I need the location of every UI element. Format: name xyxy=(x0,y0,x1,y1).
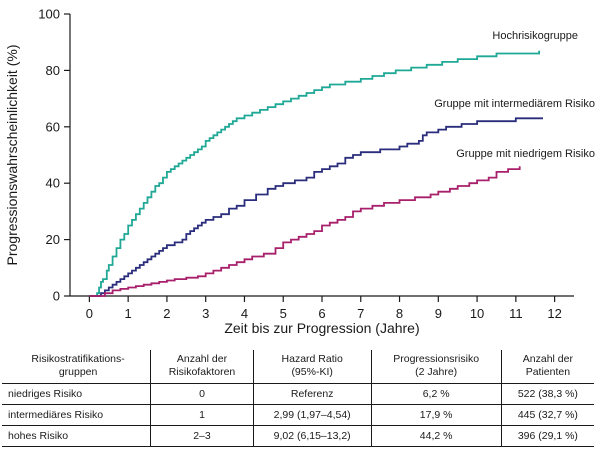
cell-risk-factors: 0 xyxy=(150,383,254,405)
y-tick-label: 100 xyxy=(38,7,60,22)
y-tick-label: 0 xyxy=(53,289,60,304)
table-row: niedriges Risiko 0 Referenz 6,2 % 522 (3… xyxy=(2,383,594,405)
cell-progression-risk: 17,9 % xyxy=(370,404,502,426)
series-lines xyxy=(89,50,543,297)
y-tick-label: 80 xyxy=(46,63,60,78)
y-tick-label: 60 xyxy=(46,119,60,134)
header-risk-group: Risikostratifikations-gruppen xyxy=(2,350,151,384)
y-tick-label: 40 xyxy=(46,176,60,191)
series-label: Gruppe mit intermediärem Risiko xyxy=(434,98,595,110)
cell-patient-count: 445 (32,7 %) xyxy=(500,404,594,426)
x-tick-label: 2 xyxy=(163,306,170,321)
x-tick-label: 5 xyxy=(280,306,287,321)
series-line xyxy=(89,117,543,297)
y-ticks: 0 20 40 60 80 100 xyxy=(38,7,70,304)
cell-patient-count: 522 (38,3 %) xyxy=(500,383,594,405)
x-tick-label: 0 xyxy=(86,306,93,321)
header-risk-factors: Anzahl der Risikofaktoren xyxy=(150,350,254,384)
cell-progression-risk: 6,2 % xyxy=(370,383,502,405)
cell-hazard-ratio: Referenz xyxy=(252,383,372,405)
series-label: Gruppe mit niedrigem Risiko xyxy=(456,148,595,160)
x-axis-title: Zeit bis zur Progression (Jahre) xyxy=(224,320,419,336)
series-line xyxy=(89,166,521,297)
cell-progression-risk: 44,2 % xyxy=(370,425,502,447)
cell-risk-factors: 1 xyxy=(150,404,254,426)
x-ticks: 0 1 2 3 4 5 6 7 8 9 10 11 12 xyxy=(86,296,562,321)
series-labels: Hochrisikogruppe Gruppe mit intermediärem… xyxy=(434,30,595,160)
x-tick-label: 11 xyxy=(509,306,523,321)
x-tick-label: 9 xyxy=(435,306,442,321)
x-tick-label: 12 xyxy=(547,306,561,321)
table-row: intermediäres Risiko 1 2,99 (1,97–4,54) … xyxy=(2,404,594,426)
header-hazard-ratio: Hazard Ratio (95%-KI) xyxy=(252,350,372,384)
series-line xyxy=(89,50,540,297)
x-tick-label: 10 xyxy=(470,306,484,321)
series-label: Hochrisikogruppe xyxy=(492,30,578,42)
risk-table: Risikostratifikations-gruppen Anzahl der… xyxy=(2,350,594,447)
table-header-row: Risikostratifikations-gruppen Anzahl der… xyxy=(2,350,594,384)
y-axis-title: Progressionswahrscheinlichkeit (%) xyxy=(4,45,20,266)
table-row: hohes Risiko 2–3 9,02 (6,15–13,2) 44,2 %… xyxy=(2,425,594,447)
cell-hazard-ratio: 9,02 (6,15–13,2) xyxy=(252,425,372,447)
cell-risk-group: hohes Risiko xyxy=(2,425,151,447)
cell-hazard-ratio: 2,99 (1,97–4,54) xyxy=(252,404,372,426)
header-patient-count: Anzahl der Patienten xyxy=(500,350,594,384)
y-tick-label: 20 xyxy=(46,232,60,247)
x-tick-label: 8 xyxy=(396,306,403,321)
header-progression-risk: Progressionsrisiko (2 Jahre) xyxy=(370,350,502,384)
x-tick-label: 3 xyxy=(202,306,209,321)
x-tick-label: 7 xyxy=(357,306,364,321)
cell-risk-factors: 2–3 xyxy=(150,425,254,447)
x-tick-label: 4 xyxy=(241,306,248,321)
cell-risk-group: intermediäres Risiko xyxy=(2,404,151,426)
x-tick-label: 1 xyxy=(125,306,132,321)
x-tick-label: 6 xyxy=(318,306,325,321)
cell-risk-group: niedriges Risiko xyxy=(2,383,151,405)
cell-patient-count: 396 (29,1 %) xyxy=(500,425,594,447)
